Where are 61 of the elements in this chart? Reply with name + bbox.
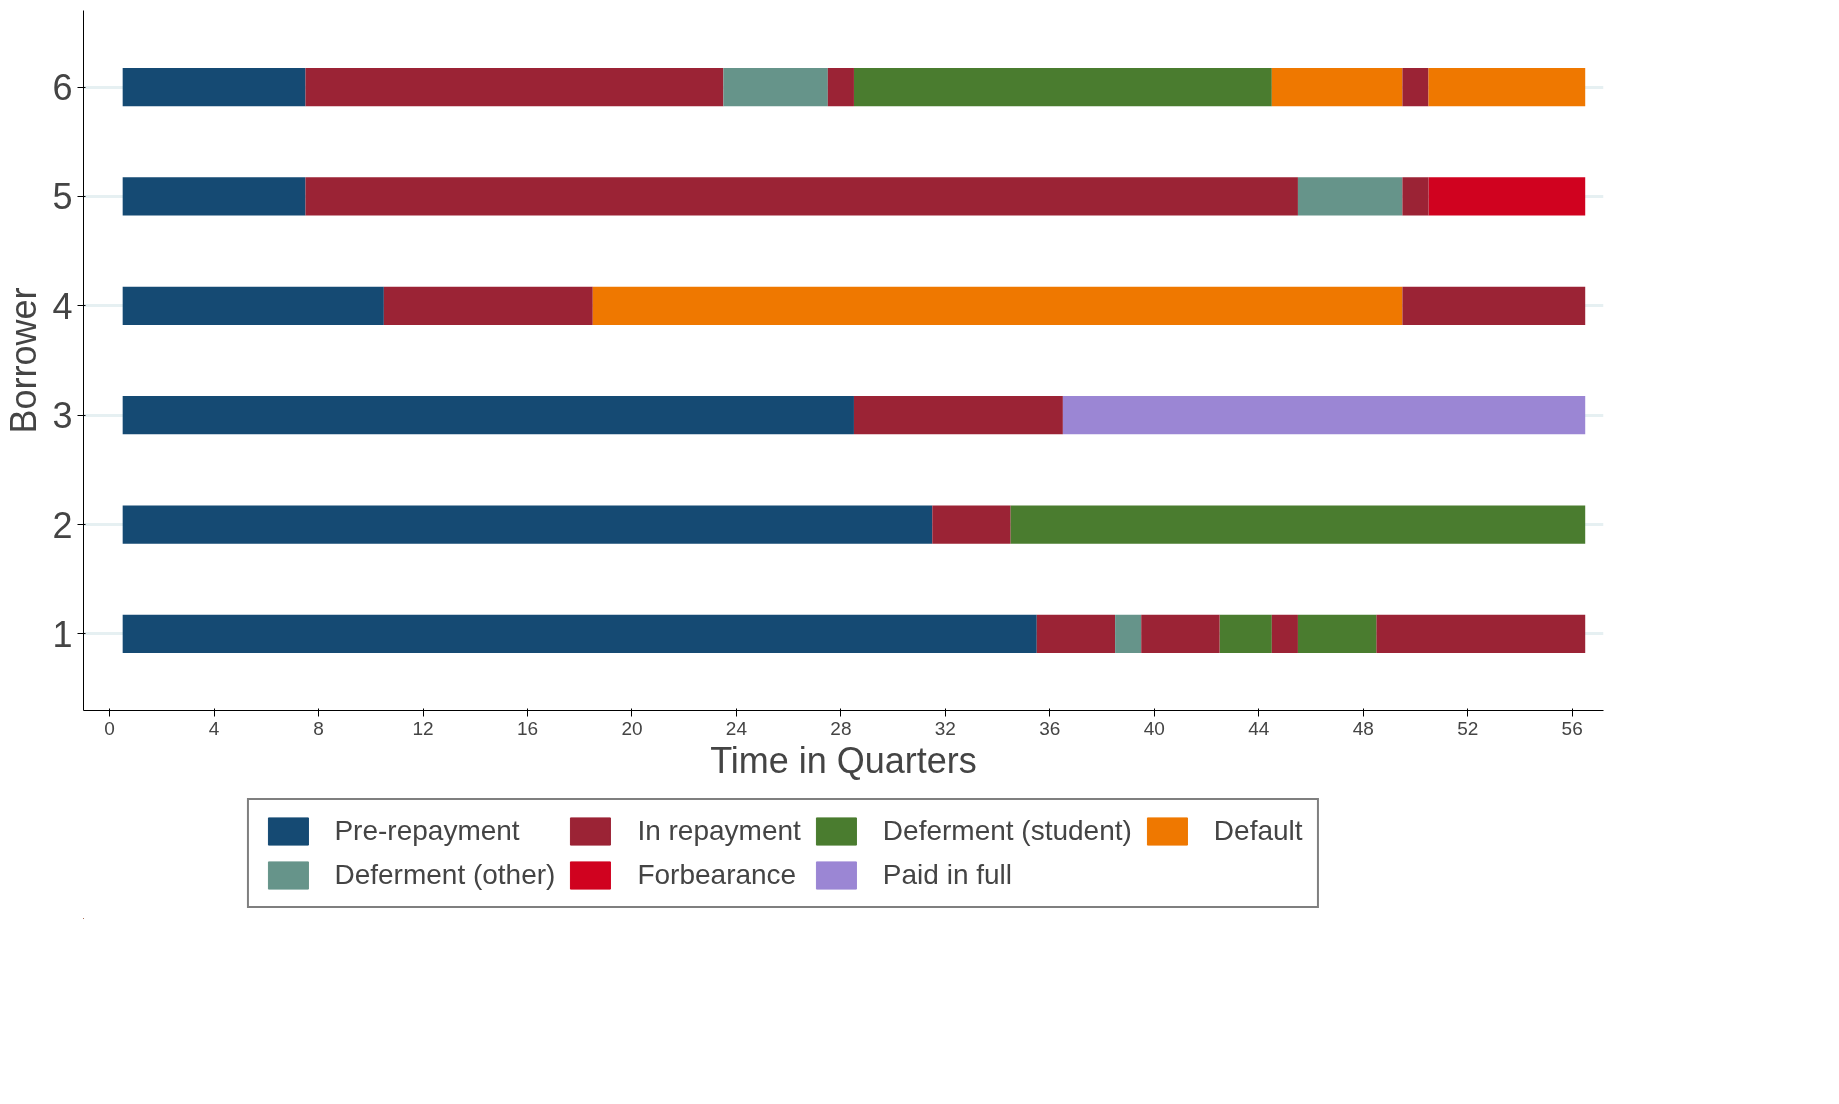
- x-tick-label: 32: [934, 717, 956, 739]
- bar: [1271, 67, 1403, 107]
- x-tick-label: 44: [1248, 717, 1270, 739]
- bar: [122, 396, 854, 435]
- bar: [122, 286, 384, 325]
- x-axis-title: Time in Quarters: [710, 739, 977, 781]
- y-axis-title: Borrower: [3, 287, 45, 434]
- bar: [827, 67, 854, 107]
- bar: [1402, 67, 1429, 107]
- y-tick-label: 6: [52, 67, 73, 109]
- legend-label: Deferment (student): [882, 815, 1132, 847]
- y-tick-label: 1: [52, 613, 73, 655]
- bar: [1402, 177, 1429, 216]
- bar: [1297, 177, 1403, 216]
- x-tick-label: 0: [104, 717, 115, 739]
- x-tick-label: 28: [830, 717, 852, 739]
- bar: [853, 396, 1063, 435]
- bar: [1376, 614, 1586, 654]
- x-tick-label: 12: [412, 717, 434, 739]
- bar: [122, 177, 306, 216]
- bar: [853, 67, 1272, 107]
- bar: [1402, 286, 1586, 325]
- x-tick-label: 20: [621, 717, 643, 739]
- bar: [1036, 614, 1116, 654]
- x-tick-label: 48: [1352, 717, 1374, 739]
- y-tick-label: 3: [52, 395, 73, 437]
- legend-label: Default: [1213, 815, 1303, 847]
- bar: [1271, 614, 1298, 654]
- bar: [122, 505, 933, 544]
- bar: [1428, 177, 1586, 216]
- bar: [1219, 614, 1272, 654]
- x-tick-label: 4: [208, 717, 220, 739]
- x-tick-label: 24: [725, 717, 748, 739]
- y-tick-label: 5: [52, 176, 73, 218]
- x-tick-label: 56: [1561, 717, 1583, 739]
- x-tick-label: 16: [516, 717, 539, 739]
- bar: [383, 286, 593, 325]
- y-tick-label: 2: [52, 504, 73, 546]
- bar: [932, 505, 1011, 544]
- bar: [723, 67, 828, 107]
- bar: [1141, 614, 1220, 654]
- bar: [1297, 614, 1377, 654]
- legend-label: In repayment: [637, 815, 801, 847]
- y-tick-label: 4: [52, 285, 73, 327]
- legend-label: Pre-repayment: [334, 815, 520, 847]
- x-tick-label: 36: [1039, 717, 1061, 739]
- x-tick-label: 40: [1143, 717, 1165, 739]
- bar: [122, 614, 1037, 654]
- bar: [305, 177, 1298, 216]
- bar: [122, 67, 306, 107]
- bar: [1062, 396, 1586, 435]
- bar: [1115, 614, 1142, 654]
- x-tick-label: 8: [313, 717, 324, 739]
- bar: [1010, 505, 1586, 544]
- legend-label: Forbearance: [637, 859, 797, 891]
- bar: [592, 286, 1403, 325]
- legend-label: Deferment (other): [334, 859, 556, 891]
- x-tick-label: 52: [1457, 717, 1479, 739]
- bar: [305, 67, 724, 107]
- legend-label: Paid in full: [882, 859, 1013, 891]
- bar: [1428, 67, 1586, 107]
